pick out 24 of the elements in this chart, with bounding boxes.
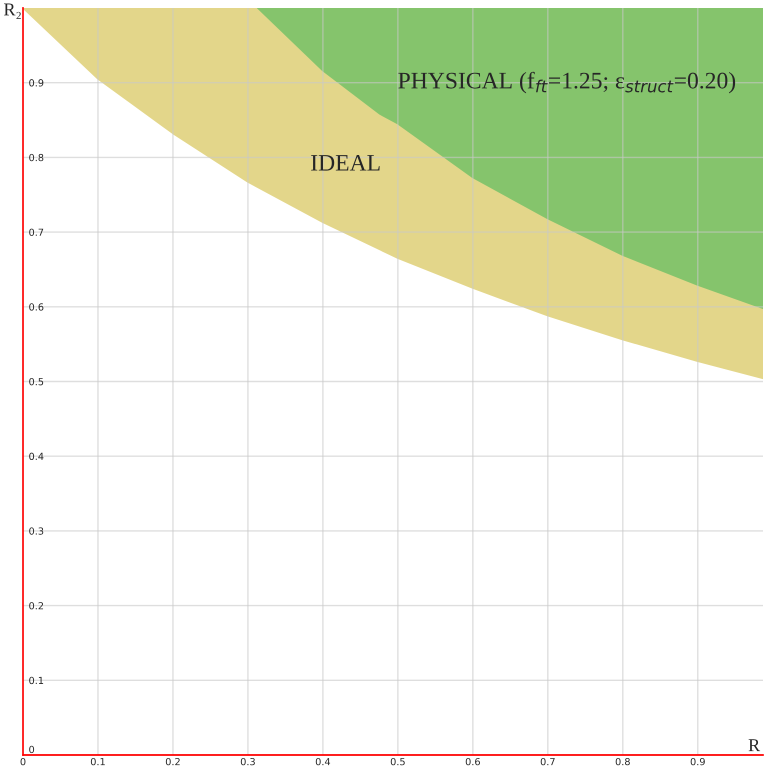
y-tick-label: 0.5 — [29, 378, 44, 386]
y-tick-label: 0.2 — [29, 602, 44, 610]
annotation: PHYSICAL (f$_{ft}$=1.25; ε$_{struct}$=0.20) — [398, 72, 736, 94]
y-tick-label: 0.1 — [29, 676, 44, 684]
x-tick-label: 0.1 — [90, 758, 105, 766]
y-tick-label: 0.3 — [29, 527, 44, 535]
y-tick-label: 0.8 — [29, 154, 44, 162]
x-tick-label: 0.2 — [166, 758, 180, 766]
y-tick-label: 0.7 — [29, 228, 44, 236]
y-axis-title: R₂ — [4, 4, 21, 20]
x-tick-label: 0.6 — [466, 758, 480, 766]
x-axis-title: R — [748, 739, 760, 752]
x-tick-label: 0.4 — [316, 758, 330, 766]
x-tick-label: 0.5 — [390, 758, 405, 766]
y-tick-label: 0.4 — [29, 452, 44, 460]
x-tick-label: 0.7 — [540, 758, 555, 766]
y-tick-label: 0.6 — [29, 303, 44, 311]
y-tick-label: 0.9 — [29, 79, 44, 87]
y-tick-label: 0 — [29, 746, 34, 754]
x-tick-label: 0.8 — [616, 758, 630, 766]
x-tick-label: 0.9 — [690, 758, 705, 766]
annotation: IDEAL — [311, 154, 380, 171]
x-tick-label: 0 — [20, 758, 26, 766]
x-tick-label: 0.3 — [240, 758, 255, 766]
